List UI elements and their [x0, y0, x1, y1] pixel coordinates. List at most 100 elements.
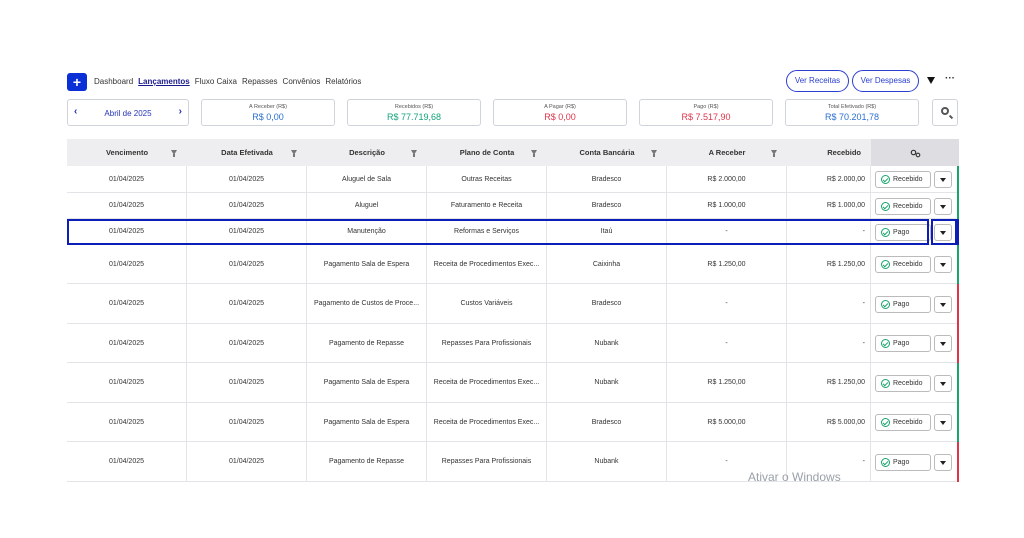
col-recebido[interactable]: Recebido [827, 148, 861, 157]
cell-conta-bancaria: Nubank [547, 442, 667, 481]
row-actions-dropdown[interactable] [934, 335, 952, 352]
cell-descricao: Pagamento de Repasse [307, 324, 427, 362]
status-button[interactable]: Pago [875, 335, 931, 352]
row-status-indicator [957, 363, 959, 403]
cell-descricao: Aluguel [307, 193, 427, 218]
main-nav: Dashboard Lançamentos Fluxo Caixa Repass… [94, 77, 361, 86]
col-plano-de-conta[interactable]: Plano de Conta [459, 148, 515, 157]
col-settings[interactable] [871, 139, 959, 166]
card-value: R$ 0,00 [252, 112, 284, 122]
table-row[interactable]: 01/04/2025 01/04/2025 Manutenção Reformas e… [67, 219, 959, 245]
cell-a-receber: R$ 1.000,00 [667, 193, 787, 218]
cell-data-efetivada: 01/04/2025 [187, 403, 307, 441]
table-row[interactable]: 01/04/2025 01/04/2025 Pagamento de Repasse… [67, 442, 959, 482]
table-row[interactable]: 01/04/2025 01/04/2025 Pagamento Sala de Es… [67, 403, 959, 442]
status-label: Recebido [893, 203, 923, 210]
cell-recebido: - [787, 442, 871, 481]
filter-icon[interactable] [171, 150, 177, 157]
cell-a-receber: R$ 1.250,00 [667, 363, 787, 402]
search-icon [941, 107, 949, 115]
col-a-receber[interactable]: A Receber [708, 148, 746, 157]
ver-receitas-button[interactable]: Ver Receitas [786, 70, 849, 92]
nav-convenios[interactable]: Convênios [282, 77, 321, 86]
row-status-indicator [957, 193, 959, 219]
col-conta-bancaria[interactable]: Conta Bancária [579, 148, 635, 157]
cell-conta-bancaria: Bradesco [547, 284, 667, 323]
cell-conta-bancaria: Bradesco [547, 193, 667, 218]
filter-icon[interactable] [291, 150, 297, 157]
top-bar: + Dashboard Lançamentos Fluxo Caixa Repa… [67, 70, 959, 93]
filter-icon[interactable] [927, 77, 935, 84]
status-button[interactable]: Pago [875, 296, 931, 313]
cell-vencimento: 01/04/2025 [67, 219, 187, 244]
cell-data-efetivada: 01/04/2025 [187, 284, 307, 323]
nav-dashboard[interactable]: Dashboard [94, 77, 134, 86]
nav-lancamentos[interactable]: Lançamentos [138, 77, 190, 86]
row-actions-dropdown[interactable] [934, 296, 952, 313]
cell-vencimento: 01/04/2025 [67, 284, 187, 323]
cell-plano-de-conta: Outras Receitas [427, 166, 547, 192]
table-row[interactable]: 01/04/2025 01/04/2025 Pagamento Sala de Es… [67, 245, 959, 284]
status-button[interactable]: Recebido [875, 256, 931, 273]
more-options-icon[interactable]: ··· [945, 73, 955, 84]
table-row[interactable]: 01/04/2025 01/04/2025 Pagamento de Custos … [67, 284, 959, 324]
filter-icon[interactable] [771, 150, 777, 157]
cell-a-receber: R$ 1.250,00 [667, 245, 787, 283]
status-label: Pago [893, 459, 910, 466]
status-button[interactable]: Recebido [875, 414, 931, 431]
nav-relatorios[interactable]: Relatórios [325, 77, 362, 86]
table-row[interactable]: 01/04/2025 01/04/2025 Aluguel Faturamento e… [67, 193, 959, 219]
filter-icon[interactable] [411, 150, 417, 157]
add-button[interactable]: + [67, 73, 87, 91]
settings-icon[interactable] [910, 149, 921, 158]
status-button[interactable]: Pago [875, 224, 931, 241]
cell-data-efetivada: 01/04/2025 [187, 363, 307, 402]
row-status-indicator [957, 403, 959, 442]
prev-month-button[interactable]: ‹ [74, 106, 78, 117]
cell-vencimento: 01/04/2025 [67, 193, 187, 218]
cell-conta-bancaria: Itaú [547, 219, 667, 244]
filter-icon[interactable] [651, 150, 657, 157]
search-button[interactable] [932, 99, 958, 126]
nav-repasses[interactable]: Repasses [241, 77, 278, 86]
col-descricao[interactable]: Descrição [349, 148, 385, 157]
row-actions-dropdown[interactable] [934, 375, 952, 392]
status-button[interactable]: Recebido [875, 171, 931, 188]
cell-a-receber: - [667, 284, 787, 323]
cell-conta-bancaria: Caixinha [547, 245, 667, 283]
row-actions-dropdown[interactable] [934, 198, 952, 215]
cell-conta-bancaria: Bradesco [547, 403, 667, 441]
nav-fluxo-caixa[interactable]: Fluxo Caixa [194, 77, 237, 86]
row-actions-dropdown[interactable] [934, 171, 952, 188]
card-title: A Receber (R$) [249, 104, 287, 110]
filter-icon[interactable] [531, 150, 537, 157]
col-vencimento[interactable]: Vencimento [105, 148, 149, 157]
cell-vencimento: 01/04/2025 [67, 363, 187, 402]
next-month-button[interactable]: › [178, 106, 182, 117]
row-actions-dropdown[interactable] [934, 224, 952, 241]
status-label: Recebido [893, 380, 923, 387]
row-actions-dropdown[interactable] [934, 414, 952, 431]
check-circle-icon [881, 379, 890, 388]
status-button[interactable]: Recebido [875, 375, 931, 392]
card-title: A Pagar (R$) [544, 104, 576, 110]
status-label: Recebido [893, 176, 923, 183]
status-button[interactable]: Pago [875, 454, 931, 471]
lancamentos-table: Vencimento Data Efetivada Descrição Plan… [67, 139, 959, 482]
cell-a-receber: R$ 5.000,00 [667, 403, 787, 441]
ver-despesas-button[interactable]: Ver Despesas [852, 70, 919, 92]
card-value: R$ 7.517,90 [681, 112, 731, 122]
row-actions-dropdown[interactable] [934, 454, 952, 471]
col-data-efetivada[interactable]: Data Efetivada [221, 148, 273, 157]
cell-a-receber: R$ 2.000,00 [667, 166, 787, 192]
cell-a-receber: - [667, 219, 787, 244]
row-actions-dropdown[interactable] [934, 256, 952, 273]
table-row[interactable]: 01/04/2025 01/04/2025 Aluguel de Sala Outra… [67, 166, 959, 193]
table-row[interactable]: 01/04/2025 01/04/2025 Pagamento de Repasse… [67, 324, 959, 363]
card-title: Total Efetivado (R$) [827, 104, 877, 110]
cell-vencimento: 01/04/2025 [67, 403, 187, 441]
card-a-pagar: A Pagar (R$) R$ 0,00 [493, 99, 627, 126]
status-button[interactable]: Recebido [875, 198, 931, 215]
cell-data-efetivada: 01/04/2025 [187, 219, 307, 244]
table-row[interactable]: 01/04/2025 01/04/2025 Pagamento Sala de Es… [67, 363, 959, 403]
